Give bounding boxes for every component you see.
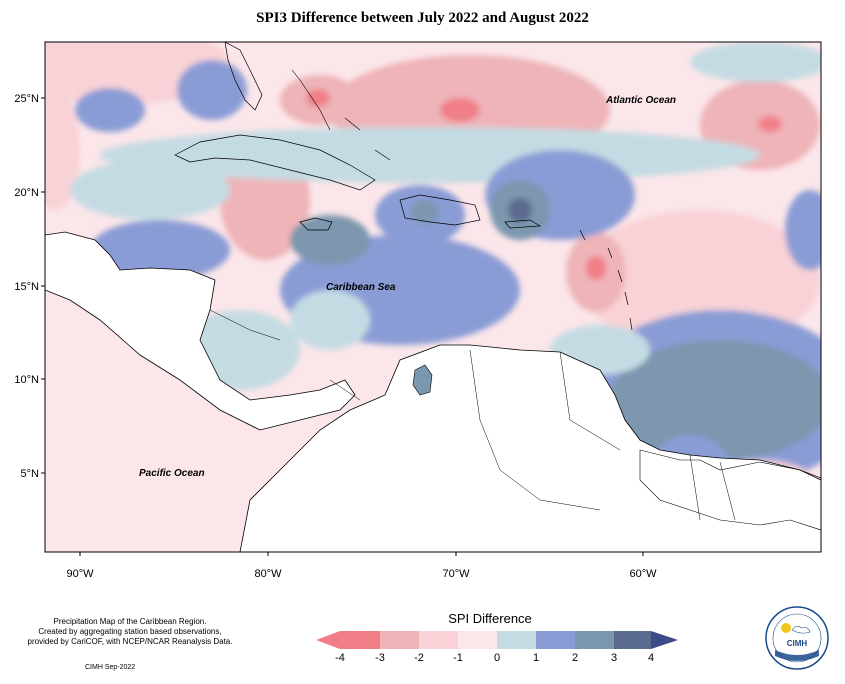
sea-icon [775,650,819,661]
credit-date: CIMH Sep-2022 [85,664,136,671]
puerto-rico-coast [504,219,542,229]
legend-title: SPI Difference [448,611,532,626]
lat-tick-15: 15°N [14,281,39,293]
country-borders [209,309,736,521]
bahamas-coast [291,69,391,161]
label-atlantic-ocean: Atlantic Ocean [605,95,676,106]
label-pacific-ocean: Pacific Ocean [139,468,205,479]
legend-arrow-right [651,631,678,649]
legend-tick: 3 [611,652,617,664]
lon-tick-60: 60°W [629,568,657,580]
hispaniola-coast [399,194,481,226]
legend-tick: -4 [335,652,345,664]
legend-bin-8 [614,631,651,649]
lon-tick-70: 70°W [442,568,470,580]
legend-bin-3 [419,631,458,649]
legend-bin-2 [380,631,419,649]
lat-tick-5: 5°N [21,468,40,480]
legend-tick: -3 [375,652,385,664]
credit-line-1: Precipitation Map of the Caribbean Regio… [53,617,207,626]
lake-maracaibo [412,364,433,396]
credit-block: Precipitation Map of the Caribbean Regio… [20,617,240,647]
lat-tick-20: 20°N [14,187,39,199]
lat-ticks: 25°N 20°N 15°N 10°N 5°N [14,93,45,480]
credit-line-3: provided by CariCOF, with NCEP/NCAR Rean… [27,637,233,646]
lesser-antilles [579,229,633,331]
lon-tick-90: 90°W [66,568,94,580]
legend-tick: -1 [453,652,463,664]
legend-tick: -2 [414,652,424,664]
legend-bin-5 [497,631,536,649]
lat-tick-25: 25°N [14,93,39,105]
legend-bin-4 [458,631,497,649]
jamaica-coast [299,217,333,231]
legend-tick: 1 [533,652,539,664]
legend-bin-6 [536,631,575,649]
legend-bin-7 [575,631,614,649]
credit-line-2: Created by aggregating station based obs… [38,627,222,636]
cuba-coast [174,134,376,191]
logo-text: CIMH [787,639,808,648]
cimh-logo: CIMH [765,606,829,670]
map-title: SPI3 Difference between July 2022 and Au… [256,10,589,26]
map-frame [44,41,822,553]
lon-ticks: 90°W 80°W 70°W 60°W [66,552,657,580]
lon-tick-80: 80°W [254,568,282,580]
cloud-icon [791,626,811,634]
sun-icon [781,623,791,633]
legend-bin-1 [340,631,380,649]
legend-tick: 4 [648,652,654,664]
florida-coast [224,42,263,111]
legend-tick: 0 [494,652,500,664]
guianas-land [639,449,821,531]
lat-tick-10: 10°N [14,374,39,386]
central-america-land [45,231,356,431]
land-masses [45,42,821,552]
label-caribbean-sea: Caribbean Sea [326,282,396,293]
legend-tick: 2 [572,652,578,664]
legend-colorbar: -4 -3 -2 -1 0 1 2 3 4 [316,631,678,664]
legend-arrow-left [316,631,340,649]
